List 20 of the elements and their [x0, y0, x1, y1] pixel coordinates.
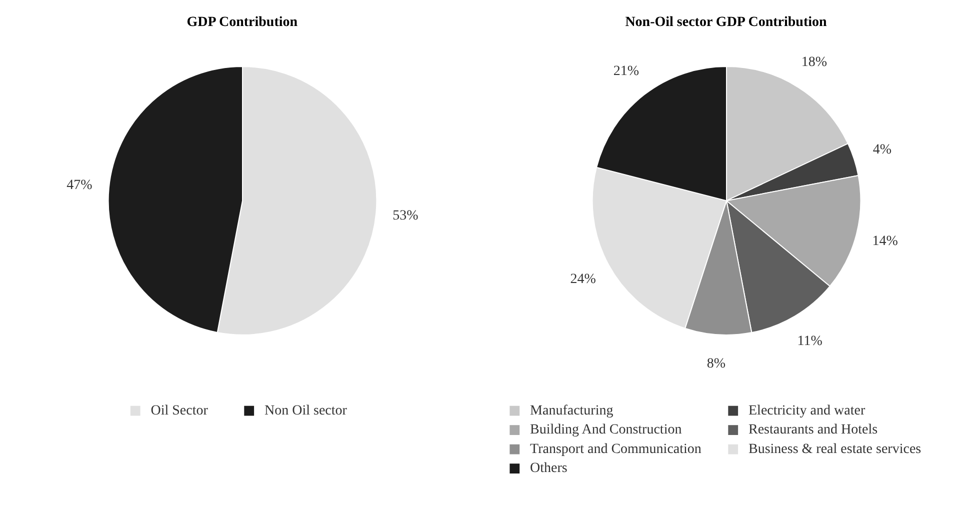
data-label: 24%	[570, 272, 596, 288]
legend-label: Business & real estate services	[748, 442, 922, 457]
legend-label: Manufacturing	[530, 403, 614, 418]
legend-label: Oil Sector	[150, 403, 208, 418]
chart-title: GDP Contribution	[186, 15, 298, 30]
data-label: 21%	[613, 64, 640, 79]
legend-label: Others	[530, 461, 568, 476]
data-label: 47%	[66, 178, 93, 193]
data-label: 18%	[801, 54, 828, 70]
chart-title: Non-Oil sector GDP Contribution	[625, 15, 827, 30]
data-label: 4%	[872, 142, 892, 158]
legend-label: Building And Construction	[530, 422, 682, 438]
legend-label: Electricity and water	[748, 403, 866, 418]
legend-label: Non Oil sector	[264, 403, 348, 418]
data-label: 8%	[706, 356, 726, 372]
data-label: 53%	[392, 208, 419, 224]
data-label: 11%	[797, 334, 823, 350]
legend-label: Restaurants and Hotels	[748, 422, 878, 438]
legend-label: Transport and Communication	[530, 442, 702, 457]
data-label: 14%	[872, 234, 898, 249]
